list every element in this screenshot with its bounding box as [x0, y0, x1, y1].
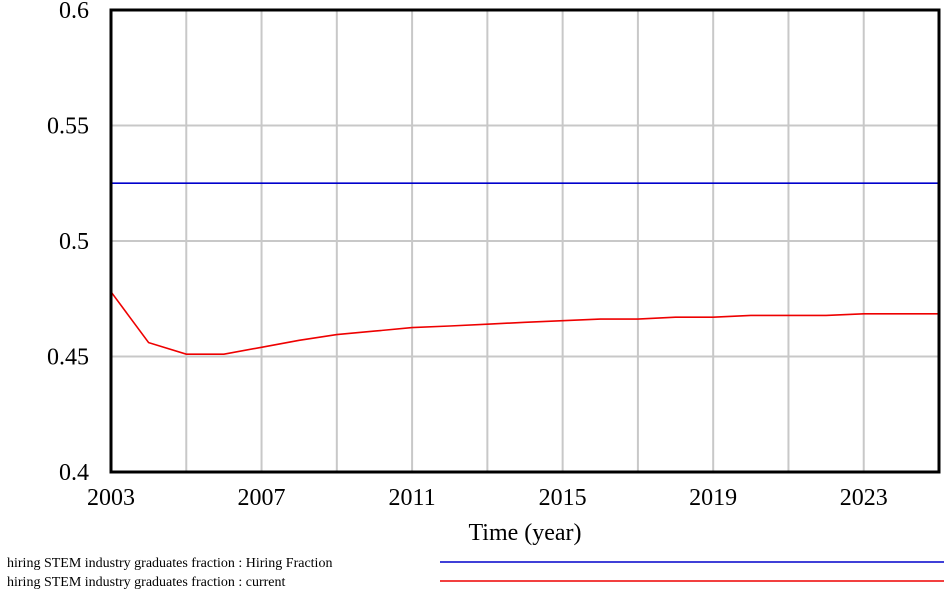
x-tick-label: 2019 — [689, 485, 737, 511]
legend-label-2: hiring STEM industry graduates fraction … — [7, 575, 285, 590]
series-line-2 — [110, 291, 939, 356]
plot-frame — [109, 8, 941, 474]
y-axis-ticks: 0.4 0.45 0.5 0.55 0.6 — [47, 0, 89, 486]
x-tick-label: 2011 — [389, 485, 436, 511]
y-tick-label: 0.45 — [47, 345, 89, 371]
legend: hiring STEM industry graduates fraction … — [7, 556, 944, 590]
grid-lines — [111, 10, 939, 472]
x-tick-label: 2003 — [87, 485, 135, 511]
x-tick-label: 2023 — [840, 485, 888, 511]
x-tick-label: 2015 — [539, 485, 587, 511]
x-axis-label: Time (year) — [468, 520, 581, 546]
y-tick-label: 0.4 — [59, 460, 89, 486]
legend-label-1: hiring STEM industry graduates fraction … — [7, 556, 332, 571]
x-axis-ticks: 2003 2007 2011 2015 2019 2023 — [87, 485, 888, 511]
y-tick-label: 0.55 — [47, 114, 89, 140]
y-tick-label: 0.6 — [59, 0, 89, 24]
y-tick-label: 0.5 — [59, 229, 89, 255]
series-lines — [110, 182, 939, 356]
x-tick-label: 2007 — [238, 485, 286, 511]
